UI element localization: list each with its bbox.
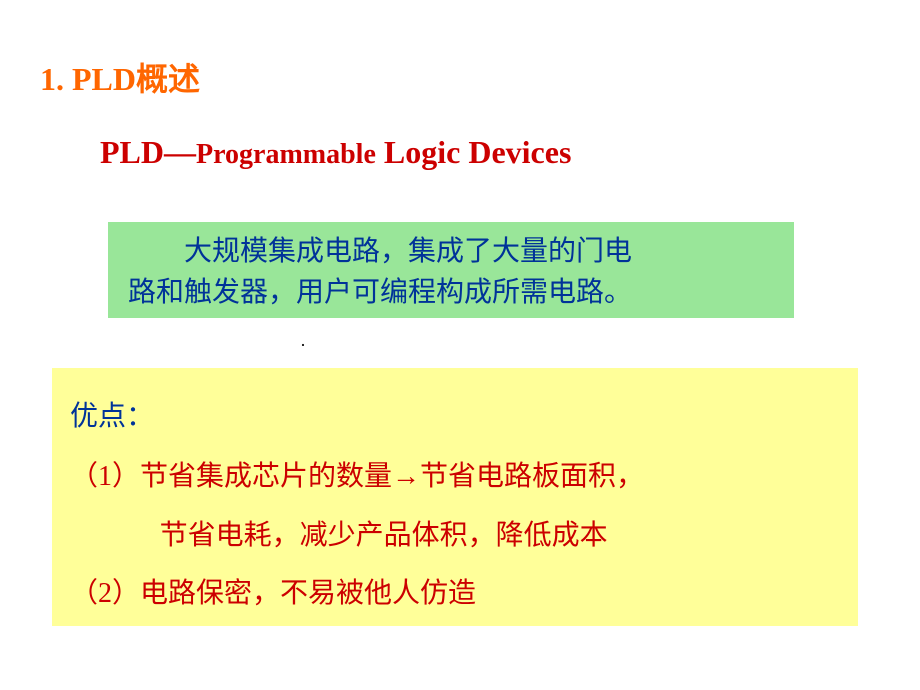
dot-marker: · xyxy=(300,335,306,356)
definition-line1: 大规模集成电路，集成了大量的门电 xyxy=(184,236,632,267)
advantage-point-1: （1）节省集成芯片的数量→节省电路板面积， xyxy=(70,447,840,507)
subtitle: PLD—Programmable Logic Devices xyxy=(100,134,571,171)
definition-box: 大规模集成电路，集成了大量的门电 路和触发器，用户可编程构成所需电路。 xyxy=(108,222,794,318)
subtitle-part-3: Logic Devices xyxy=(376,134,572,170)
definition-line: 大规模集成电路，集成了大量的门电 xyxy=(128,236,632,267)
definition-line2: 路和触发器，用户可编程构成所需电路。 xyxy=(128,277,632,308)
point1-part-a: （1）节省集成芯片的数量 xyxy=(70,461,392,492)
subtitle-part-2: Programmable xyxy=(196,139,376,170)
advantage-point-1-cont: 节省电耗，减少产品体积，降低成本 xyxy=(70,507,840,566)
point1-part-b: 节省电路板面积， xyxy=(420,461,644,492)
heading-text: 1. PLD概述 xyxy=(40,61,200,97)
subtitle-part-1: PLD— xyxy=(100,134,196,170)
section-heading: 1. PLD概述 xyxy=(40,54,200,100)
advantage-point-2: （2）电路保密，不易被他人仿造 xyxy=(70,565,840,624)
advantages-label: 优点： xyxy=(70,388,840,447)
advantages-box: 优点： （1）节省集成芯片的数量→节省电路板面积， 节省电耗，减少产品体积，降低… xyxy=(52,368,858,626)
arrow-icon: → xyxy=(392,460,420,491)
